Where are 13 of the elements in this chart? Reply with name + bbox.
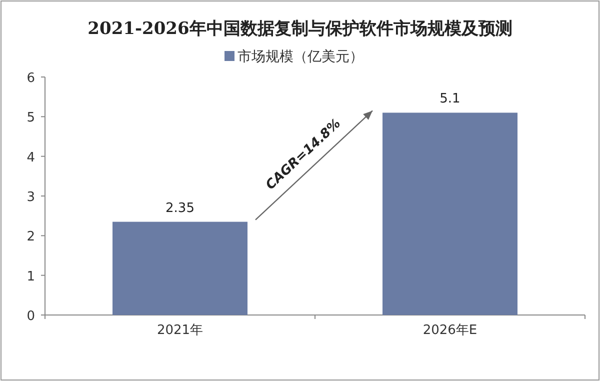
y-tick-label: 0: [26, 309, 35, 324]
data-label: 2.35: [166, 200, 194, 216]
y-tick-label: 3: [26, 190, 35, 205]
chart-title: 2021-2026年中国数据复制与保护软件市场规模及预测: [88, 19, 512, 39]
x-tick-label: 2026年E: [422, 323, 478, 338]
y-tick-label: 6: [26, 71, 35, 86]
legend-label: 市场规模（亿美元）: [238, 49, 364, 65]
y-tick-label: 2: [26, 230, 35, 245]
y-tick-label: 5: [26, 110, 35, 126]
data-label: 5.1: [440, 92, 460, 107]
x-tick-label: 2021年: [156, 323, 204, 338]
y-tick-label: 4: [26, 150, 35, 166]
y-tick-label: 1: [26, 269, 35, 284]
